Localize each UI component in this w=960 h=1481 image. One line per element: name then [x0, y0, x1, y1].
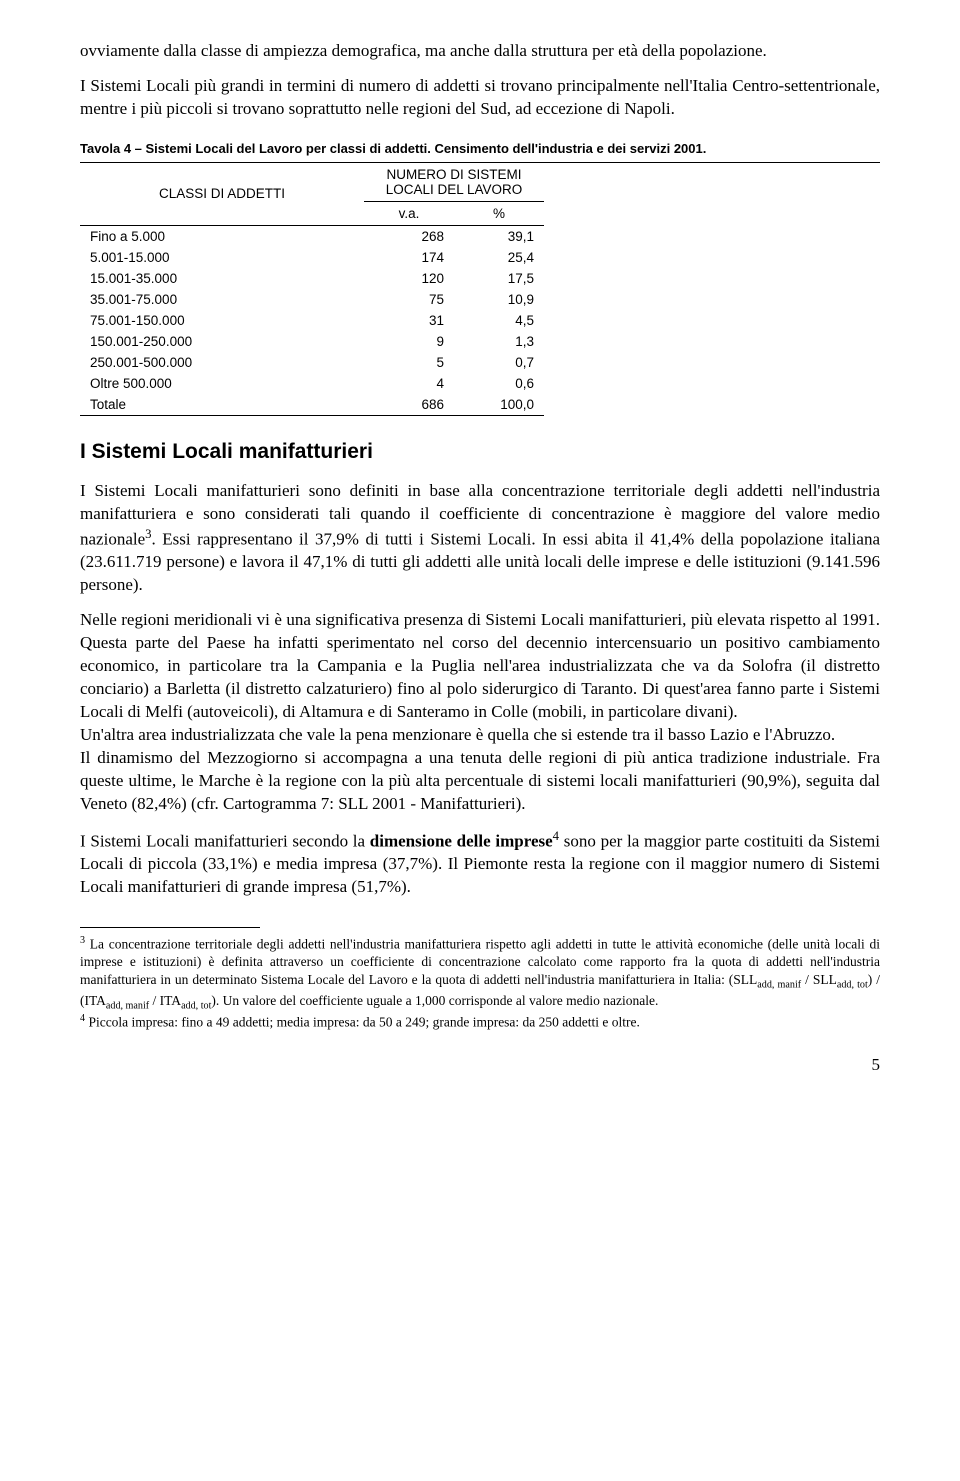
cell-pct: 10,9 — [454, 289, 544, 310]
cell-label: 5.001-15.000 — [80, 247, 364, 268]
cell-va: 174 — [364, 247, 454, 268]
cell-total-va: 686 — [364, 394, 454, 416]
paragraph-5: Un'altra area industrializzata che vale … — [80, 724, 880, 747]
footnote-4: 4 Piccola impresa: fino a 49 addetti; me… — [80, 1012, 880, 1031]
paragraph-6: Il dinamismo del Mezzogiorno si accompag… — [80, 747, 880, 816]
table-row: 5.001-15.000 174 25,4 — [80, 247, 544, 268]
para7-part1: I Sistemi Locali manifatturieri secondo … — [80, 831, 370, 850]
footnote-separator — [80, 927, 260, 928]
fn3-s2: add, tot — [837, 979, 868, 990]
cell-pct: 25,4 — [454, 247, 544, 268]
table-row: 150.001-250.000 9 1,3 — [80, 331, 544, 352]
table-row: 75.001-150.000 31 4,5 — [80, 310, 544, 331]
fn3-t5: ). Un valore del coefficiente uguale a 1… — [211, 993, 658, 1008]
table-row: 250.001-500.000 5 0,7 — [80, 352, 544, 373]
paragraph-7: I Sistemi Locali manifatturieri secondo … — [80, 828, 880, 899]
cell-total-label: Totale — [80, 394, 364, 416]
cell-va: 268 — [364, 225, 454, 247]
table-row: 35.001-75.000 75 10,9 — [80, 289, 544, 310]
fn3-s1: add, manif — [757, 979, 801, 990]
paragraph-intro-1: ovviamente dalla classe di ampiezza demo… — [80, 40, 880, 63]
cell-label: Oltre 500.000 — [80, 373, 364, 394]
cell-total-pct: 100,0 — [454, 394, 544, 416]
subcol-va: v.a. — [364, 201, 454, 225]
cell-va: 5 — [364, 352, 454, 373]
cell-va: 120 — [364, 268, 454, 289]
cell-va: 9 — [364, 331, 454, 352]
table-row: Fino a 5.000 268 39,1 — [80, 225, 544, 247]
fn3-s4: add, tot — [181, 1000, 211, 1011]
cell-pct: 4,5 — [454, 310, 544, 331]
cell-label: 35.001-75.000 — [80, 289, 364, 310]
cell-label: 75.001-150.000 — [80, 310, 364, 331]
paragraph-4: Nelle regioni meridionali vi è una signi… — [80, 609, 880, 724]
table-row: Oltre 500.000 4 0,6 — [80, 373, 544, 394]
cell-label: 250.001-500.000 — [80, 352, 364, 373]
fn3-s3: add, manif — [106, 1000, 149, 1011]
fn3-t2: / SLL — [801, 972, 837, 987]
table-caption: Tavola 4 – Sistemi Locali del Lavoro per… — [80, 141, 880, 156]
data-table: CLASSI DI ADDETTI NUMERO DI SISTEMI LOCA… — [80, 163, 544, 416]
table-row-total: Totale 686 100,0 — [80, 394, 544, 416]
cell-pct: 39,1 — [454, 225, 544, 247]
section-title: I Sistemi Locali manifatturieri — [80, 440, 880, 464]
para7-bold: dimensione delle imprese — [370, 831, 553, 850]
para3-part2: . Essi rappresentano il 37,9% di tutti i… — [80, 529, 880, 594]
col-group-label: NUMERO DI SISTEMI LOCALI DEL LAVORO — [364, 163, 544, 202]
cell-va: 75 — [364, 289, 454, 310]
paragraph-3: I Sistemi Locali manifatturieri sono def… — [80, 480, 880, 597]
subcol-pct: % — [454, 201, 544, 225]
row-header-label: CLASSI DI ADDETTI — [80, 163, 364, 226]
fn4-text: Piccola impresa: fino a 49 addetti; medi… — [85, 1015, 640, 1030]
fn3-t4: / ITA — [149, 993, 181, 1008]
table-row: 15.001-35.000 120 17,5 — [80, 268, 544, 289]
page-number: 5 — [80, 1055, 880, 1075]
cell-pct: 0,6 — [454, 373, 544, 394]
cell-pct: 0,7 — [454, 352, 544, 373]
cell-va: 31 — [364, 310, 454, 331]
cell-label: Fino a 5.000 — [80, 225, 364, 247]
cell-label: 150.001-250.000 — [80, 331, 364, 352]
cell-label: 15.001-35.000 — [80, 268, 364, 289]
footnote-3: 3 La concentrazione territoriale degli a… — [80, 934, 880, 1012]
cell-pct: 17,5 — [454, 268, 544, 289]
paragraph-intro-2: I Sistemi Locali più grandi in termini d… — [80, 75, 880, 121]
cell-pct: 1,3 — [454, 331, 544, 352]
cell-va: 4 — [364, 373, 454, 394]
